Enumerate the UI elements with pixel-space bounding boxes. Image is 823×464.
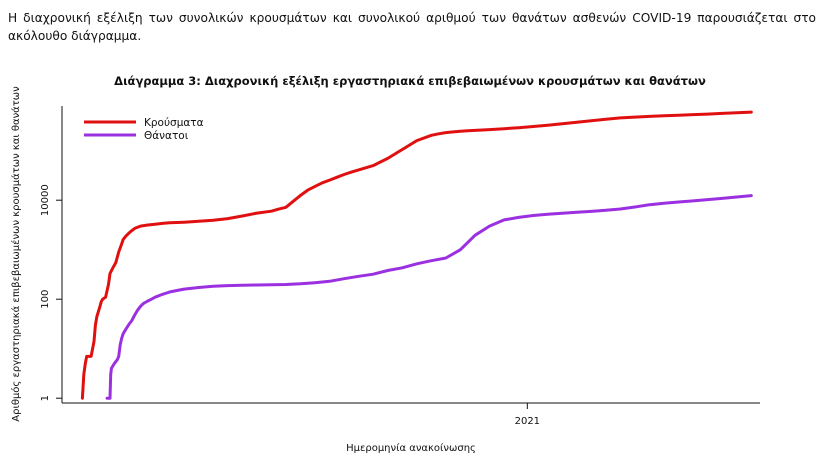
axes	[61, 106, 760, 404]
series-line-deaths	[105, 194, 753, 400]
x-ticks: 2021	[515, 403, 540, 427]
chart-title: Διάγραμμα 3: Διαχρονική εξέλιξη εργαστηρ…	[114, 74, 706, 88]
y-ticks: 1 100 10000	[40, 184, 62, 401]
series-layer	[80, 110, 753, 400]
intro-paragraph: Η διαχρονική εξέλιξη των συνολικών κρουσ…	[8, 11, 816, 43]
y-tick-label: 10000	[40, 184, 51, 216]
y-tick-label: 1	[40, 395, 51, 401]
x-axis-label: Ημερομηνία ανακοίνωσης	[346, 442, 476, 454]
x-tick-label: 2021	[515, 416, 540, 427]
legend-label: Θάνατοι	[144, 130, 189, 142]
y-axis-label: Αριθμός εργαστηριακά επιβεβαιωμένων κρου…	[10, 86, 22, 422]
y-tick-label: 100	[40, 290, 51, 309]
series-line-cases	[80, 110, 753, 400]
legend-label: Κρούσματα	[144, 117, 204, 129]
